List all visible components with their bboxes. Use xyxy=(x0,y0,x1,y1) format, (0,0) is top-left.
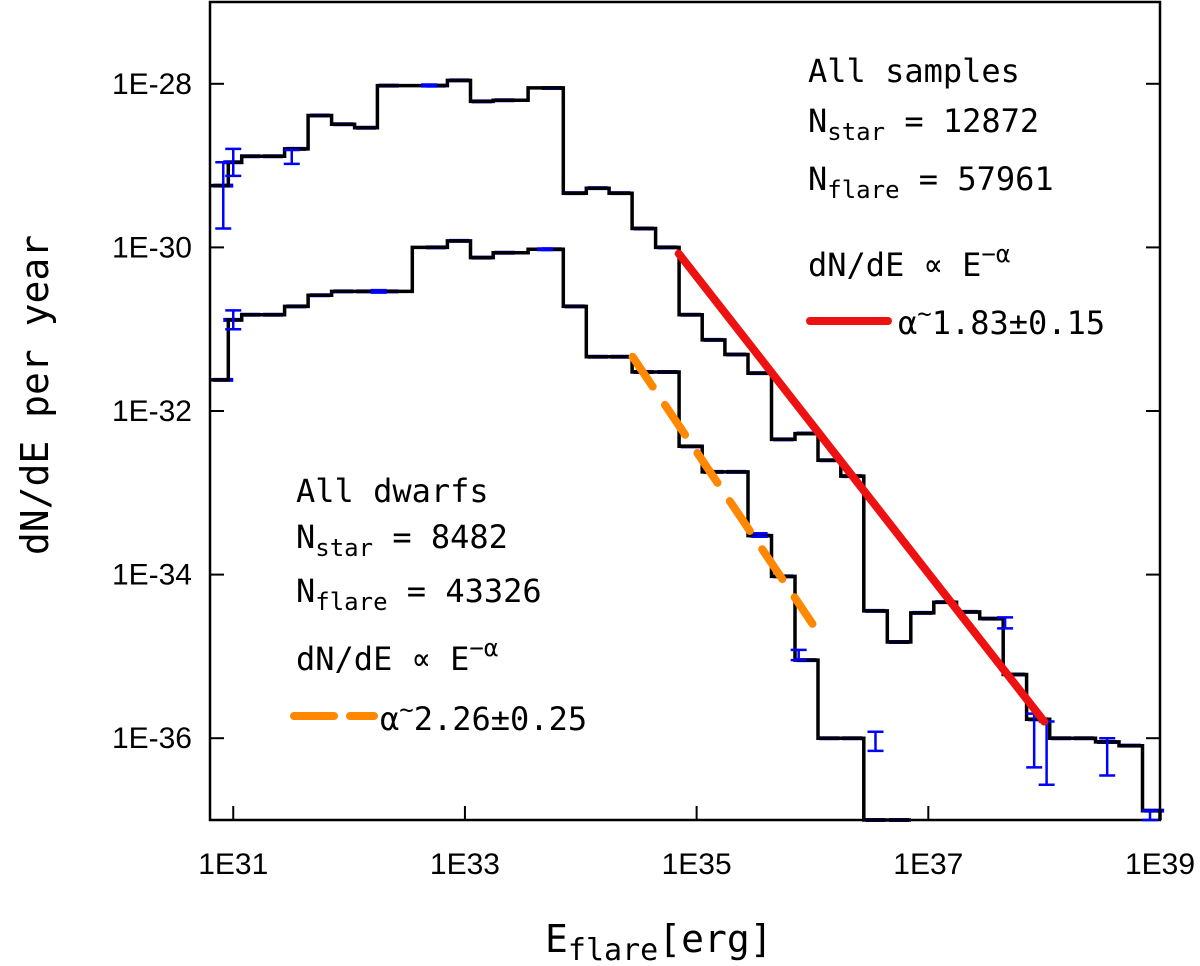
y-tick-label: 1E-30 xyxy=(112,231,192,264)
x-axis-title: Eflare[erg] xyxy=(545,917,773,966)
dwarfs-law: dN/dE ∝ E−α xyxy=(296,634,498,678)
y-tick-labels: 1E-28 1E-30 1E-32 1E-34 1E-36 xyxy=(112,68,192,755)
x-tick-label: 1E33 xyxy=(430,848,500,881)
x-axis-title-unit: [erg] xyxy=(658,917,772,961)
dwarfs-legend-tilde: ~ xyxy=(399,696,413,724)
dwarfs-legend-alpha: α xyxy=(380,700,399,738)
samples-law-text: dN/dE ∝ E xyxy=(808,246,981,284)
x-tick-label: 1E31 xyxy=(198,848,268,881)
y-tick-label: 1E-34 xyxy=(112,559,192,592)
samples-law-sup: −α xyxy=(981,240,1010,268)
samples-legend: α~1.83±0.15 xyxy=(898,300,1105,342)
samples-nflare-sub: flare xyxy=(827,176,899,204)
x-axis-title-sub: flare xyxy=(568,933,658,966)
dwarfs-nflare: Nflare = 43326 xyxy=(296,572,542,616)
series-all-dwarfs xyxy=(210,238,911,822)
samples-legend-alpha: α xyxy=(898,304,917,342)
dwarfs-nstar: Nstar = 8482 xyxy=(296,518,508,562)
samples-nstar: Nstar = 12872 xyxy=(808,102,1039,146)
dwarfs-title: All dwarfs xyxy=(296,472,489,510)
error-bar xyxy=(370,288,387,294)
error-bar xyxy=(536,247,553,252)
error-bar xyxy=(751,532,768,539)
dwarfs-nflare-label: N xyxy=(296,572,315,610)
error-bar xyxy=(1142,809,1159,822)
error-bar xyxy=(215,160,232,230)
samples-legend-tilde: ~ xyxy=(917,300,931,328)
dwarfs-nstar-value: = 8482 xyxy=(373,518,508,556)
dwarfs-law-text: dN/dE ∝ E xyxy=(296,640,469,678)
dwarfs-law-sup: −α xyxy=(469,634,498,662)
samples-nstar-label: N xyxy=(808,102,827,140)
samples-title: All samples xyxy=(808,52,1020,90)
dwarfs-nstar-label: N xyxy=(296,518,315,556)
error-bar xyxy=(225,147,242,178)
samples-law: dN/dE ∝ E−α xyxy=(808,240,1010,284)
fit-line-all-dwarfs xyxy=(628,352,817,628)
x-axis-title-main: E xyxy=(545,917,568,961)
error-bar xyxy=(225,309,242,331)
dwarfs-nflare-value: = 43326 xyxy=(388,572,542,610)
fit-line-all-samples xyxy=(674,249,1049,726)
x-tick-label: 1E39 xyxy=(1125,848,1195,881)
x-tick-label: 1E35 xyxy=(662,848,732,881)
dwarfs-nstar-sub: star xyxy=(315,534,373,562)
samples-nflare: Nflare = 57961 xyxy=(808,160,1054,204)
error-bar xyxy=(867,730,884,753)
dwarfs-annotation: All dwarfs Nstar = 8482 Nflare = 43326 d… xyxy=(290,472,587,738)
samples-nstar-value: = 12872 xyxy=(885,102,1039,140)
error-bar xyxy=(790,648,807,662)
y-tick-label: 1E-32 xyxy=(112,395,192,428)
error-bar xyxy=(1099,736,1116,777)
error-bar xyxy=(283,148,300,166)
samples-nstar-sub: star xyxy=(827,118,885,146)
dwarfs-nflare-sub: flare xyxy=(315,588,387,616)
samples-legend-value: 1.83±0.15 xyxy=(932,304,1105,342)
fit-layer xyxy=(628,249,1049,726)
dwarfs-legend-value: 2.26±0.25 xyxy=(414,700,587,738)
step-line xyxy=(210,239,911,822)
error-bar xyxy=(997,616,1014,630)
y-tick-label: 1E-36 xyxy=(112,722,192,755)
error-bar xyxy=(421,83,438,88)
error-bar xyxy=(1038,720,1055,786)
samples-annotation: All samples Nstar = 12872 Nflare = 57961… xyxy=(806,52,1105,342)
y-axis-title: dN/dE per year xyxy=(13,235,57,555)
samples-nflare-value: = 57961 xyxy=(900,160,1054,198)
y-tick-label: 1E-28 xyxy=(112,68,192,101)
x-tick-labels: 1E31 1E33 1E35 1E37 1E39 xyxy=(198,848,1195,881)
dwarfs-legend: α~2.26±0.25 xyxy=(380,696,587,738)
x-tick-label: 1E37 xyxy=(893,848,963,881)
samples-nflare-label: N xyxy=(808,160,827,198)
